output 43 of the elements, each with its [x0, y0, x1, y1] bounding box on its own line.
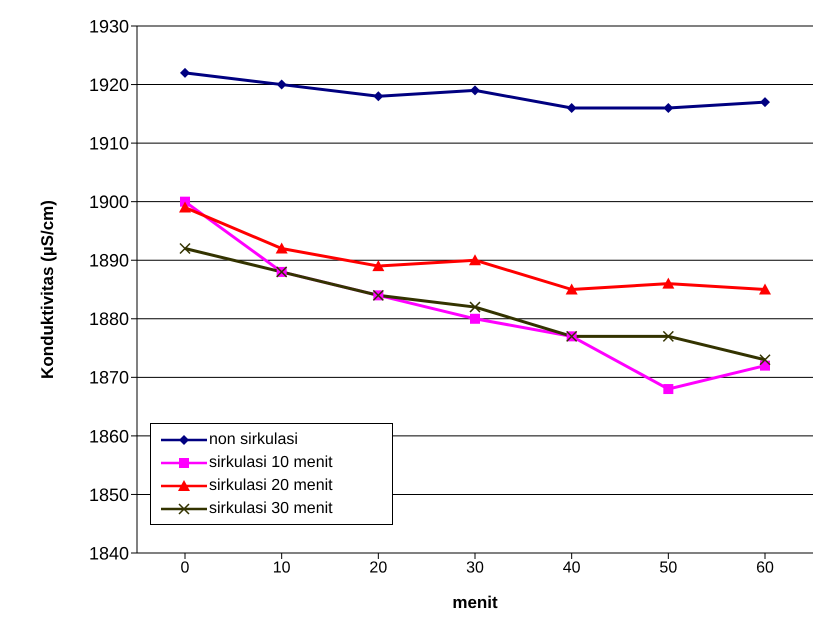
y-tick-label: 1850 [88, 484, 129, 505]
point [663, 102, 674, 113]
point [759, 354, 771, 366]
point [470, 314, 480, 324]
x-tick-label: 40 [562, 559, 581, 576]
legend-label: non sirkulasi [209, 430, 298, 448]
point [566, 102, 577, 113]
x-tick-label: 30 [466, 559, 484, 576]
x-axis-title: menit [452, 593, 498, 612]
y-tick-label: 1920 [88, 74, 129, 95]
y-tick-label: 1880 [88, 309, 129, 330]
legend-label: sirkulasi 30 menit [209, 500, 333, 518]
y-tick-label: 1900 [88, 192, 129, 212]
point [179, 242, 191, 254]
point [372, 260, 384, 272]
y-tick-label: 1860 [88, 426, 129, 446]
point [276, 80, 287, 90]
y-tick-label: 1890 [88, 250, 129, 271]
y-tick-label: 1840 [88, 543, 129, 564]
legend-label: sirkulasi 10 menit [209, 454, 333, 472]
point [180, 68, 190, 78]
point [469, 301, 481, 313]
point [663, 384, 674, 394]
point [469, 254, 481, 266]
point [373, 91, 384, 102]
x-tick-label: 0 [180, 559, 190, 576]
point [179, 202, 191, 213]
x-tick-label: 10 [272, 559, 291, 576]
point [760, 97, 770, 108]
point [662, 278, 674, 289]
y-axis-title: Konduktivitas (µS/cm) [38, 200, 58, 379]
point [276, 242, 288, 254]
x-tick-label: 50 [659, 559, 678, 576]
y-tick-label: 1910 [88, 134, 129, 154]
point [566, 284, 578, 294]
point [662, 330, 674, 342]
legend-label: sirkulasi 20 menit [209, 476, 333, 494]
x-tick-label: 60 [756, 559, 774, 576]
x-tick-label: 20 [369, 559, 388, 576]
point [470, 85, 480, 96]
y-tick-label: 1930 [88, 16, 129, 36]
y-tick-label: 1870 [88, 368, 129, 388]
point [759, 284, 771, 294]
